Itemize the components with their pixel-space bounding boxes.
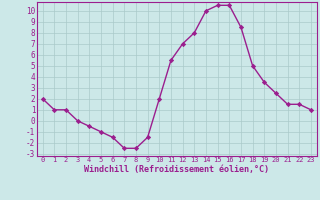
X-axis label: Windchill (Refroidissement éolien,°C): Windchill (Refroidissement éolien,°C) — [84, 165, 269, 174]
